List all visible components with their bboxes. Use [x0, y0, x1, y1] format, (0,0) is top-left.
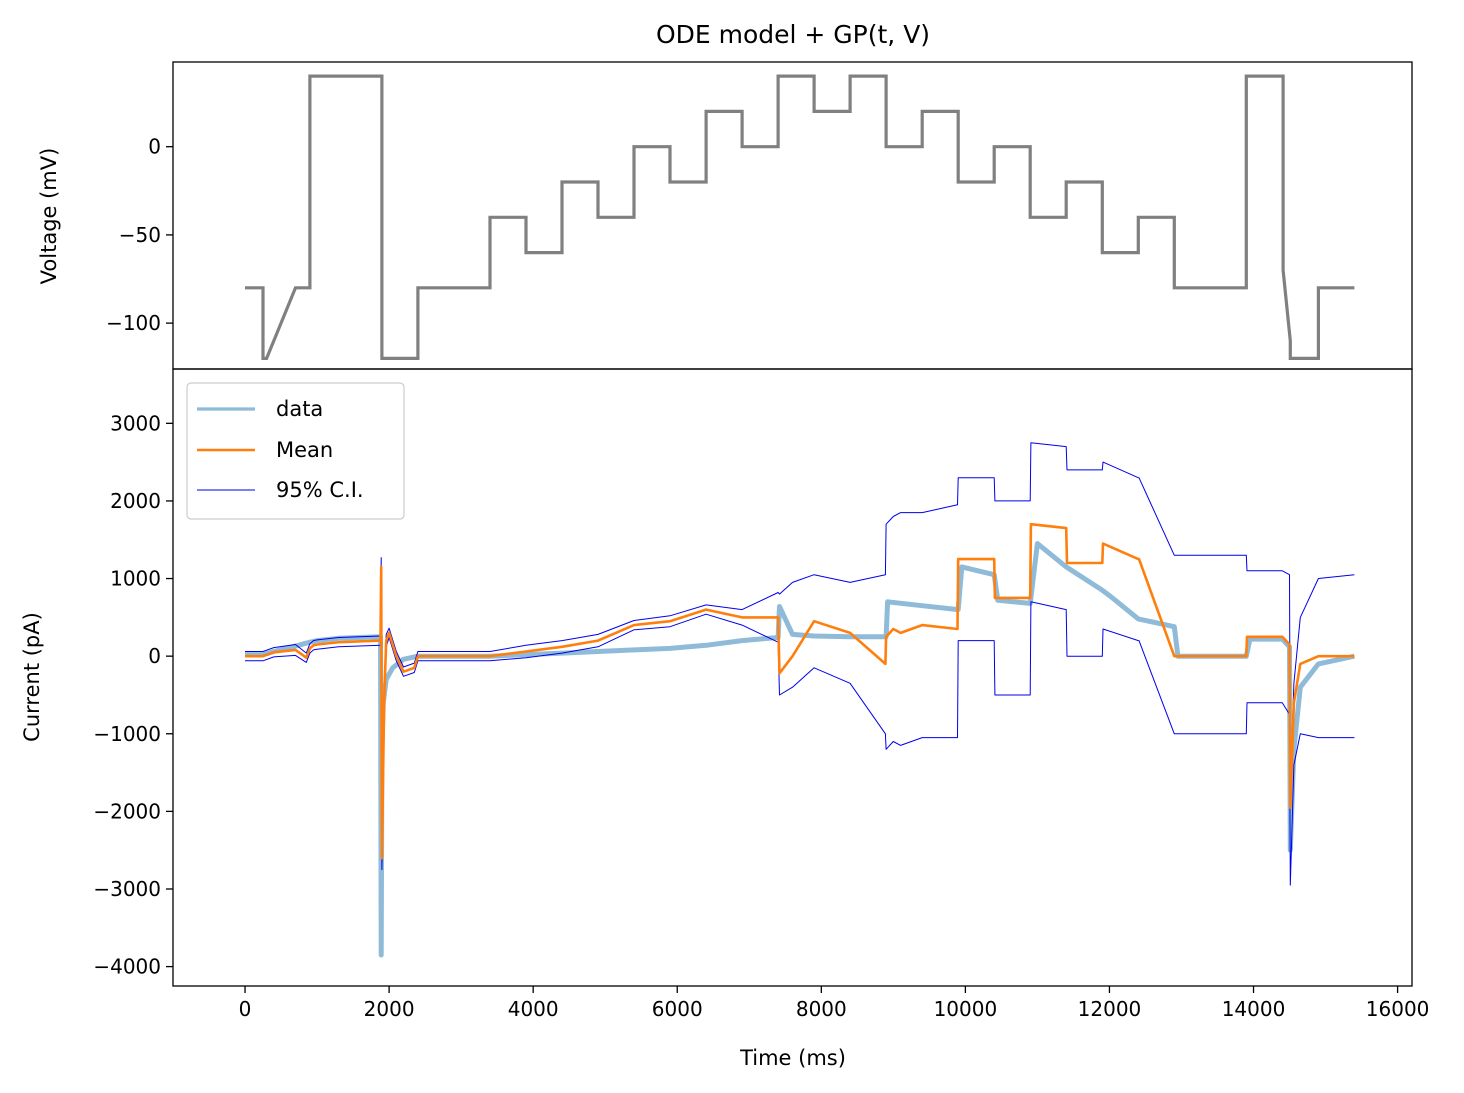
legend-box: [186, 382, 405, 520]
legend-label-mean: Mean: [276, 438, 333, 462]
voltage-line: [245, 74, 1355, 360]
mean-series-line: [245, 522, 1355, 860]
current-y-tick-label: −1000: [93, 722, 161, 746]
current-y-tick-label: 3000: [110, 411, 161, 435]
current-y-tick-label: −3000: [93, 877, 161, 901]
legend: data Mean 95% C.I.: [186, 382, 405, 520]
voltage-y-tick-label: 0: [148, 135, 161, 159]
voltage-y-axis-label: Voltage (mV): [37, 148, 61, 285]
x-tick-label: 0: [239, 997, 252, 1021]
current-y-tick-label: −4000: [93, 955, 161, 979]
current-y-tick-label: 1000: [110, 567, 161, 591]
ci-upper-line: [245, 442, 1355, 847]
current-y-tick-label: −2000: [93, 799, 161, 823]
data-series-line: [245, 541, 1355, 958]
voltage-y-tick-label: −100: [106, 311, 161, 335]
x-tick-label: 8000: [796, 997, 847, 1021]
current-y-axis-label: Current (pA): [20, 612, 44, 742]
chart-title: ODE model + GP(t, V): [656, 20, 930, 49]
voltage-y-tick-label: −50: [119, 223, 161, 247]
x-tick-label: 14000: [1222, 997, 1286, 1021]
current-plot-frame: [172, 368, 1413, 987]
voltage-panel: 0 −50 −100 Voltage (mV): [37, 61, 1413, 370]
legend-label-data: data: [276, 397, 323, 421]
x-tick-label: 2000: [364, 997, 415, 1021]
voltage-plot-frame: [172, 61, 1413, 370]
legend-label-ci: 95% C.I.: [276, 478, 364, 502]
x-axis-label: Time (ms): [739, 1046, 846, 1070]
x-tick-label: 4000: [508, 997, 559, 1021]
current-y-tick-label: 2000: [110, 489, 161, 513]
x-tick-label: 6000: [652, 997, 703, 1021]
x-tick-label: 10000: [934, 997, 998, 1021]
current-y-tick-label: 0: [148, 644, 161, 668]
x-tick-label: 16000: [1366, 997, 1430, 1021]
ci-lower-line: [245, 575, 1355, 886]
x-tick-label: 12000: [1078, 997, 1142, 1021]
